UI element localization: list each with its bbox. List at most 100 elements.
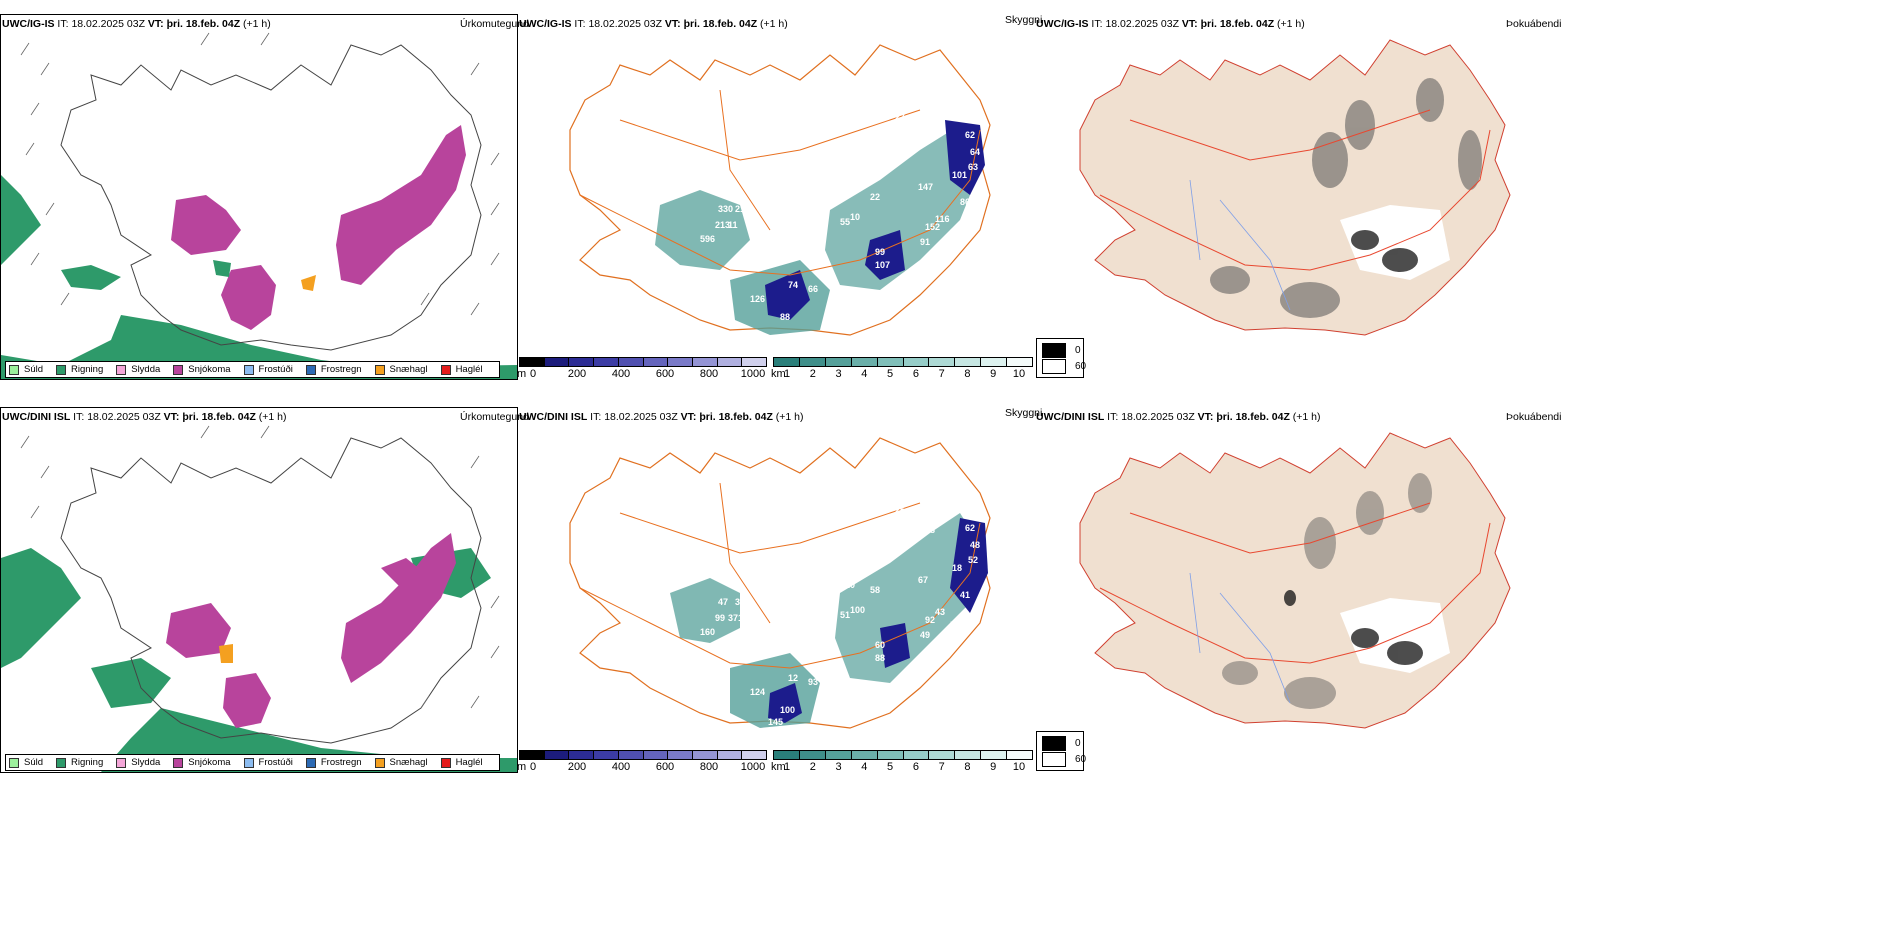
visibility-value: 88 [875,653,885,663]
visibility-value: 51 [840,610,850,620]
visibility-value: 60 [925,132,935,142]
vt-value: þri. 18.feb. 04Z [699,411,773,423]
colorbar-swatch [618,751,644,759]
colorbar-swatch [774,358,800,366]
it-value: 18.02.2025 03Z [71,18,145,30]
colorbar-swatch [877,358,904,366]
colorbar-tick-label: 9 [990,761,997,773]
fog-key-row: 60 [1042,359,1086,374]
visibility-value: 56 [885,545,895,555]
visibility-value: 126 [750,294,765,304]
legend-label: Frostregn [320,364,362,375]
colorbar-swatch [929,751,956,759]
colorbar-unit: km [771,368,786,380]
colorbar-swatch [877,751,904,759]
visibility-value: 152 [925,222,940,232]
vt-value: þri. 18.feb. 04Z [683,18,758,30]
visibility-value: 67 [918,575,928,585]
offset: (+1 h) [775,411,804,423]
colorbar-tick-label: 2 [809,368,816,380]
it-value: 18.02.2025 03Z [87,411,161,423]
colorbar-swatch [668,358,693,366]
colorbar-swatch [569,358,595,366]
colorbar-swatch [799,358,826,366]
fog-index-key: 0 60 [1036,731,1086,771]
colorbar-swatches [773,357,1033,367]
elevation-colorbar: m 0 200 400 600 800 1000 [517,750,767,774]
legend-label: Frostúði [258,757,293,768]
legend-swatch [374,364,385,375]
colorbar-swatches [519,357,767,367]
visibility-value: 47 [718,597,728,607]
visibility-value: 351 [900,523,915,533]
colorbar-tick-label: 4 [861,368,868,380]
fog-key-label: 0 [1075,738,1081,749]
colorbar-swatch [569,751,595,759]
legend-swatch [305,364,316,375]
legend-label: Rigning [71,364,104,375]
model-name: UWC/IG-IS [519,18,572,30]
colorbar-tick-label: 5 [887,368,894,380]
legend-swatch [116,364,127,375]
model-name: UWC/IG-IS [1036,18,1089,30]
it-label: IT: [574,18,586,30]
colorbar-tick-label: 400 [611,368,631,380]
legend-item: Frostregn [305,364,362,375]
visibility-value: 160 [700,627,715,637]
distance-colorbar: km 1 2 3 4 5 6 7 8 9 10 [771,750,1033,774]
legend-item: Slydda [116,757,160,768]
vt-label: VT: [147,18,164,30]
legend-label: Súld [24,757,44,768]
legend-item: Slydda [116,364,160,375]
visibility-value: 86 [960,197,970,207]
left-header: UWC/IG-IS IT: 18.02.2025 03Z VT: þri. 18… [2,18,271,30]
vt-value: þri. 18.feb. 04Z [1200,18,1275,30]
panel-title: Þokuábendi [1506,411,1562,423]
colorbar-tick-label: 10 [1012,761,1026,773]
colorbar-swatch [594,751,619,759]
colorbar-ticks: m 0 200 400 600 800 1000 [517,760,767,774]
it-label: IT: [57,18,69,30]
visibility-value: 91 [920,237,930,247]
legend-label: Snjókoma [188,757,231,768]
vt-value: þri. 18.feb. 04Z [166,18,241,30]
precip-type-map [1,425,517,772]
colorbar-tick-label: 1 [783,761,791,773]
vt-label: VT: [163,411,180,423]
colorbar-swatches [519,750,767,760]
colorbar-swatch [742,751,767,759]
visibility-value: 60 [875,640,885,650]
colorbar-ticks: m 0 200 400 600 800 1000 [517,367,767,381]
colorbar-swatch [643,358,669,366]
colorbar-unit: km [771,761,786,773]
visibility-value: 74 [788,280,798,290]
colorbar-swatch [544,358,570,366]
visibility-value: 27 [856,172,866,182]
panel-title: Úrkomutegund [460,411,529,423]
visibility-value: 101 [952,170,967,180]
legend-item: Haglél [440,757,483,768]
model-name: UWC/DINI ISL [1036,411,1105,423]
right-header: UWC/IG-IS IT: 18.02.2025 03Z VT: þri. 18… [1036,18,1305,30]
legend-swatch [116,757,127,768]
legend-item: Snjókoma [173,757,231,768]
precip-type-map-frame: Súld Rigning Slydda Snjókoma Frostúði Fr… [0,407,518,773]
legend-item: Snjókoma [173,364,231,375]
it-label: IT: [590,411,602,423]
legend-label: Slydda [131,364,161,375]
legend-swatch [374,757,385,768]
visibility-value: 97 [845,187,855,197]
visibility-value: 37 [885,152,895,162]
colorbar-tick-label: 3 [835,368,842,380]
offset: (+1 h) [760,18,788,30]
colorbar-tick-label: 5 [887,761,894,773]
precip-type-map [1,32,517,379]
colorbar-swatch [742,358,767,366]
colorbar-swatch [717,358,743,366]
visibility-value: 66 [808,284,818,294]
visibility-value: 62 [965,130,975,140]
legend-item: Frostúði [243,757,293,768]
fog-index-map [1079,39,1511,336]
colorbar-swatch [955,358,982,366]
colorbar-tick-label: 1 [783,368,791,380]
